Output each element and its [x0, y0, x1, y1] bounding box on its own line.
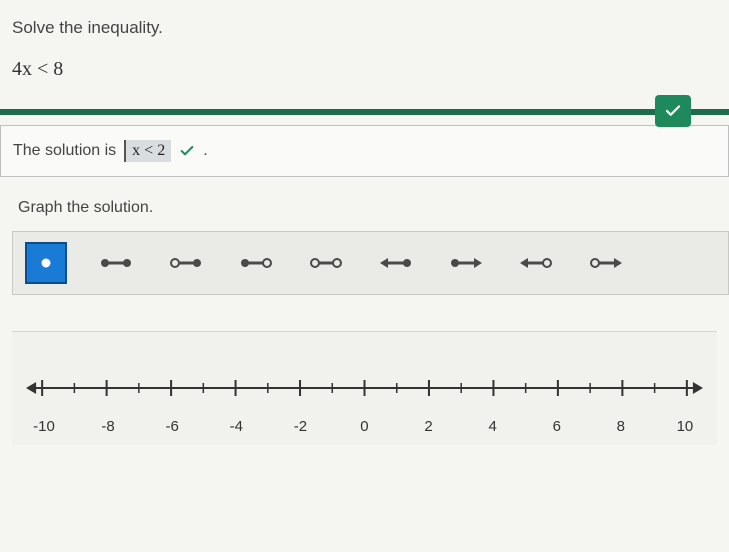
solution-trailing: .	[203, 142, 207, 160]
tick-label: -10	[28, 418, 60, 435]
tick-label: 8	[605, 418, 637, 435]
check-icon	[664, 102, 682, 120]
solution-answer-input[interactable]: x < 2	[124, 140, 171, 162]
tick-label: 4	[477, 418, 509, 435]
closed-closed-tool[interactable]	[95, 242, 137, 284]
inequality-expression: 4x < 8	[0, 38, 729, 81]
prompt-text: Solve the inequality.	[0, 0, 729, 38]
tick-label: -8	[92, 418, 124, 435]
answer-check-icon	[179, 143, 195, 159]
numberline-svg	[22, 358, 707, 418]
tick-label: 10	[669, 418, 701, 435]
open-rightarrow-tool[interactable]	[585, 242, 627, 284]
open-closed-tool[interactable]	[165, 242, 207, 284]
tick-label: -2	[284, 418, 316, 435]
tick-label: 0	[348, 418, 380, 435]
numberline-panel: -10 -8 -6 -4 -2 0 2 4 6 8 10	[12, 331, 717, 445]
graph-toolbox	[12, 231, 729, 295]
correct-badge	[655, 95, 691, 127]
progress-bar	[0, 109, 729, 115]
leftarrow-open-tool[interactable]	[515, 242, 557, 284]
solution-prefix: The solution is	[13, 142, 116, 160]
point-tool[interactable]	[25, 242, 67, 284]
closed-open-tool[interactable]	[235, 242, 277, 284]
graph-prompt: Graph the solution.	[0, 177, 729, 217]
solution-row: The solution is x < 2 .	[0, 125, 729, 177]
tick-label: 6	[541, 418, 573, 435]
tick-label: 2	[413, 418, 445, 435]
numberline[interactable]	[22, 358, 707, 418]
numberline-labels: -10 -8 -6 -4 -2 0 2 4 6 8 10	[22, 418, 707, 435]
tick-label: -6	[156, 418, 188, 435]
tick-label: -4	[220, 418, 252, 435]
open-open-tool[interactable]	[305, 242, 347, 284]
leftarrow-closed-tool[interactable]	[375, 242, 417, 284]
closed-rightarrow-tool[interactable]	[445, 242, 487, 284]
